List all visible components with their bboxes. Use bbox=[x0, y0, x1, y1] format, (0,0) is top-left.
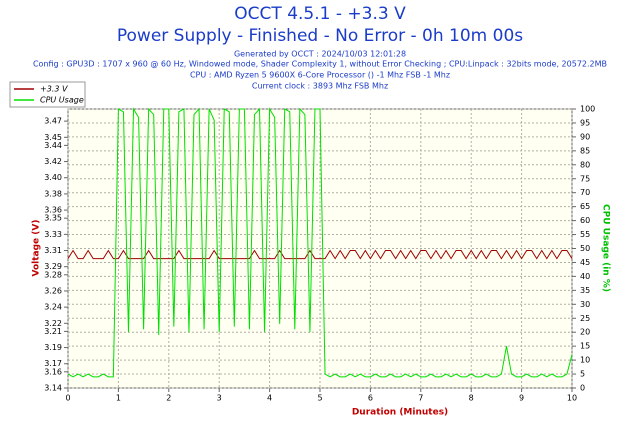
y2-tick-label: 85 bbox=[580, 146, 590, 155]
y-tick-label: 3.33 bbox=[44, 230, 62, 239]
y2-tick-label: 35 bbox=[580, 286, 590, 295]
x-axis-label: Duration (Minutes) bbox=[352, 408, 448, 418]
x-tick-label: 10 bbox=[567, 394, 577, 403]
x-tick-label: 1 bbox=[116, 394, 121, 403]
y2-tick-label: 55 bbox=[580, 230, 590, 239]
info-line: Current clock : 3893 Mhz FSB Mhz bbox=[252, 82, 388, 91]
x-tick-label: 4 bbox=[267, 394, 272, 403]
y-tick-label: 3.29 bbox=[44, 262, 62, 271]
series-line bbox=[67, 107, 573, 378]
y2-tick-label: 30 bbox=[580, 300, 590, 309]
y-tick-label: 3.36 bbox=[44, 206, 62, 215]
y2-tick-label: 60 bbox=[580, 216, 590, 225]
y2-tick-label: 80 bbox=[580, 160, 590, 169]
y2-tick-label: 95 bbox=[580, 118, 590, 127]
series-line bbox=[67, 249, 573, 260]
y-tick-label: 3.42 bbox=[44, 157, 62, 166]
x-tick-label: 8 bbox=[469, 394, 474, 403]
y2-tick-label: 50 bbox=[580, 244, 590, 253]
y-tick-label: 3.40 bbox=[44, 173, 62, 182]
y2-tick-label: 65 bbox=[580, 202, 590, 211]
x-tick-label: 7 bbox=[418, 394, 423, 403]
y-tick-label: 3.47 bbox=[44, 117, 62, 126]
legend-label: +3.3 V bbox=[40, 85, 68, 94]
y2-axis-label: CPU Usage (in %) bbox=[601, 204, 611, 292]
y-tick-label: 3.16 bbox=[44, 367, 62, 376]
y-tick-label: 3.35 bbox=[44, 214, 62, 223]
y-axis-label: Voltage (V) bbox=[32, 220, 42, 277]
x-tick-label: 3 bbox=[217, 394, 222, 403]
y2-tick-label: 40 bbox=[580, 272, 590, 281]
x-tick-label: 6 bbox=[368, 394, 373, 403]
info-line: Generated by OCCT : 2024/10/03 12:01:28 bbox=[234, 50, 406, 59]
y2-tick-label: 10 bbox=[580, 356, 590, 365]
y-tick-label: 3.21 bbox=[44, 327, 62, 336]
y2-tick-label: 0 bbox=[580, 384, 585, 393]
y-tick-label: 3.28 bbox=[44, 270, 62, 279]
y2-tick-label: 25 bbox=[580, 314, 590, 323]
info-line: CPU : AMD Ryzen 5 9600X 6-Core Processor… bbox=[190, 71, 450, 80]
x-tick-label: 5 bbox=[317, 394, 322, 403]
y2-tick-label: 5 bbox=[580, 370, 585, 379]
chart-title: OCCT 4.5.1 - +3.3 V bbox=[234, 4, 406, 24]
y-tick-label: 3.17 bbox=[44, 359, 62, 368]
y2-tick-label: 45 bbox=[580, 258, 590, 267]
y-tick-label: 3.44 bbox=[44, 141, 62, 150]
y-tick-label: 3.45 bbox=[44, 133, 62, 142]
y2-tick-label: 75 bbox=[580, 174, 590, 183]
legend-box bbox=[9, 81, 86, 108]
y-tick-label: 3.24 bbox=[44, 303, 62, 312]
y-tick-label: 3.26 bbox=[44, 286, 62, 295]
y2-tick-label: 70 bbox=[580, 188, 590, 197]
y2-tick-label: 100 bbox=[580, 105, 595, 114]
x-tick-label: 2 bbox=[166, 394, 171, 403]
chart-subtitle: Power Supply - Finished - No Error - 0h … bbox=[117, 26, 523, 46]
x-tick-label: 0 bbox=[65, 394, 70, 403]
y2-tick-label: 90 bbox=[580, 132, 590, 141]
x-tick-label: 9 bbox=[519, 394, 524, 403]
y-tick-label: 3.31 bbox=[44, 246, 62, 255]
y-tick-label: 3.22 bbox=[44, 319, 62, 328]
y2-tick-label: 20 bbox=[580, 328, 590, 337]
y-tick-label: 3.19 bbox=[44, 343, 62, 352]
legend-label: CPU Usage bbox=[40, 96, 84, 105]
y2-tick-label: 15 bbox=[580, 342, 590, 351]
info-line: Config : GPU3D : 1707 x 960 @ 60 Hz, Win… bbox=[33, 60, 607, 69]
y-tick-label: 3.38 bbox=[44, 189, 62, 198]
y-tick-label: 3.14 bbox=[44, 384, 62, 393]
